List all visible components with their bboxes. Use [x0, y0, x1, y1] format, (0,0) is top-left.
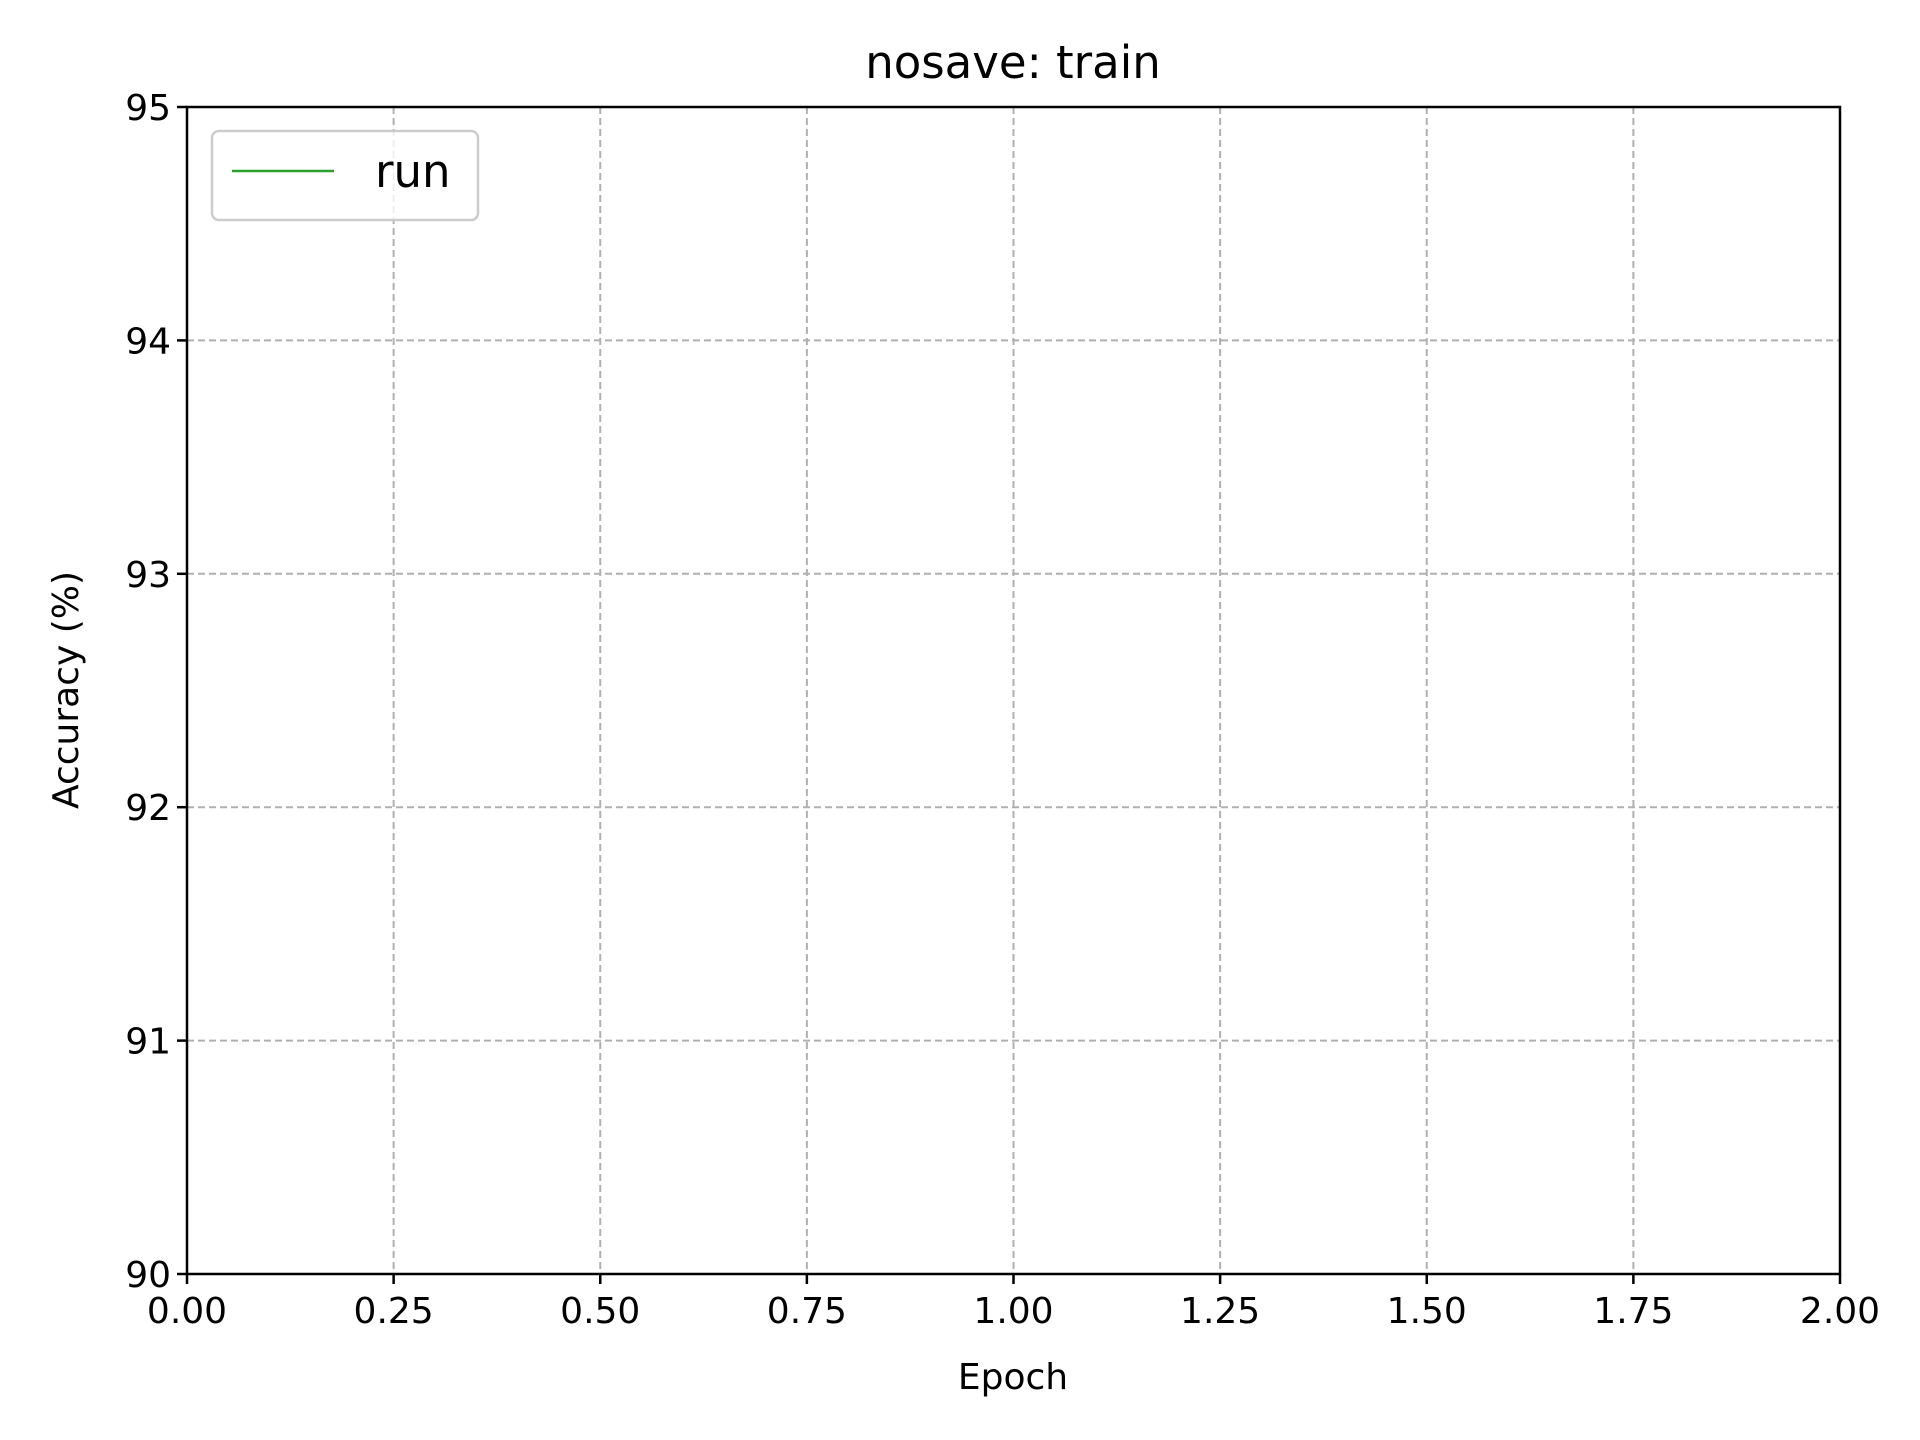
y-axis-ticks: 90 91 92 93 94 95 [125, 88, 187, 1296]
y-tick-label: 92 [125, 788, 171, 829]
y-tick-label: 93 [125, 555, 171, 596]
y-tick-label: 90 [125, 1255, 171, 1296]
x-tick-label: 1.00 [973, 1291, 1053, 1332]
x-tick-label: 0.50 [560, 1291, 640, 1332]
x-axis-label: Epoch [958, 1357, 1068, 1398]
x-tick-label: 2.00 [1800, 1291, 1880, 1332]
legend: run [210, 129, 480, 222]
y-tick-label: 95 [125, 88, 171, 129]
grid-lines [187, 107, 1840, 1274]
x-tick-label: 1.25 [1180, 1291, 1260, 1332]
x-tick-label: 0.00 [147, 1291, 227, 1332]
chart-title: nosave: train [865, 36, 1161, 89]
legend-label-run: run [375, 145, 451, 198]
x-tick-label: 1.50 [1387, 1291, 1467, 1332]
y-tick-label: 94 [125, 321, 171, 362]
x-tick-label: 1.75 [1593, 1291, 1673, 1332]
y-axis-label: Accuracy (%) [46, 571, 87, 809]
x-tick-label: 0.25 [354, 1291, 434, 1332]
x-tick-label: 0.75 [767, 1291, 847, 1332]
legend-box [210, 129, 480, 222]
y-tick-label: 91 [125, 1022, 171, 1063]
x-axis-ticks: 0.00 0.25 0.50 0.75 1.00 1.25 1.50 1.75 2.00 [147, 1274, 1880, 1332]
